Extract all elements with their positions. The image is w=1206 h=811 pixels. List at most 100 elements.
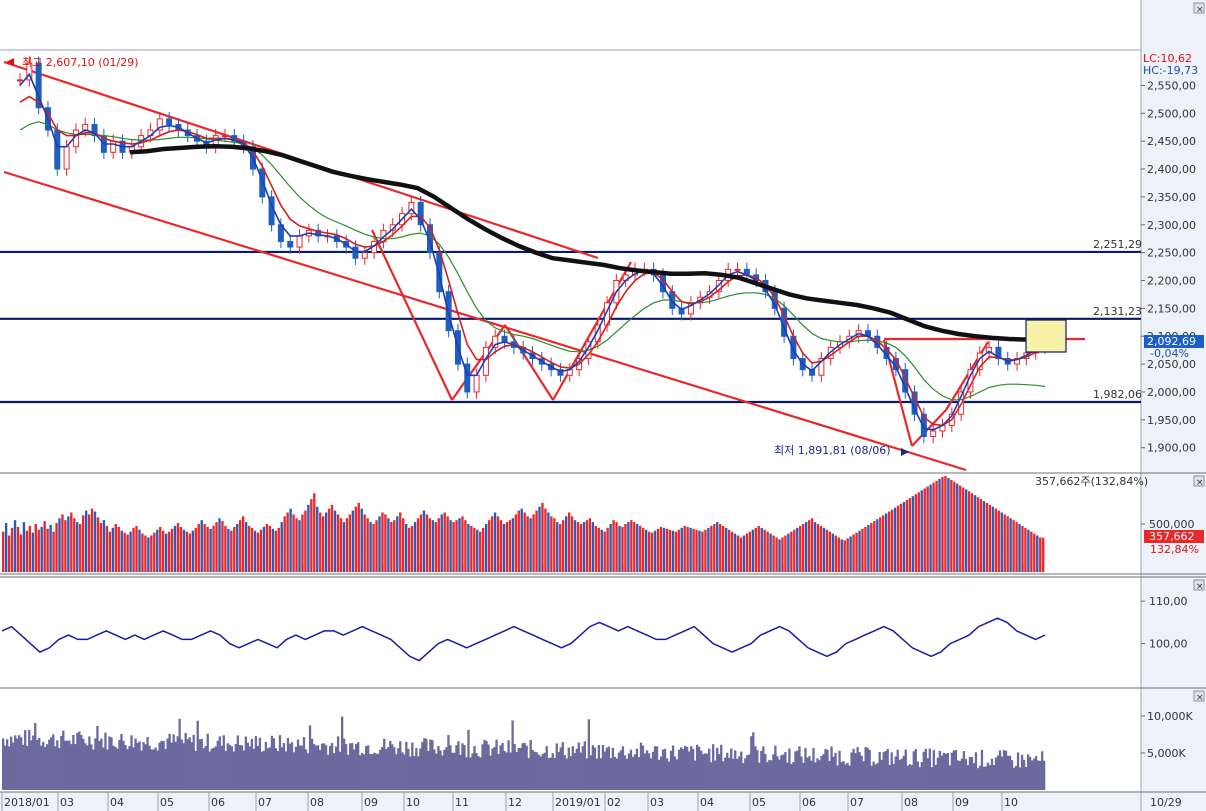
volume-bar — [976, 497, 980, 572]
volume2-bar — [752, 732, 755, 790]
x-tick-label: 07 — [258, 796, 272, 809]
price-tick-label: 2,350,00 — [1147, 191, 1196, 204]
candle-body — [920, 413, 927, 438]
close-panel-button[interactable]: × — [1193, 2, 1205, 15]
volume2-bar — [274, 748, 278, 790]
volume-bar — [484, 524, 488, 572]
volume-bar — [840, 539, 843, 572]
candle-body — [54, 129, 61, 170]
volume-bar — [876, 519, 879, 572]
volume2-bar — [553, 758, 556, 790]
high-arrow-icon — [6, 58, 14, 66]
volume-bar — [34, 524, 37, 572]
volume2-bar — [106, 749, 109, 790]
volume2-bar — [447, 734, 450, 790]
volume-panel-button[interactable]: × — [1193, 475, 1205, 488]
indicator-panel-button[interactable]: × — [1193, 579, 1205, 592]
volume2-panel-button[interactable]: × — [1193, 690, 1205, 703]
volume-bar — [55, 523, 58, 572]
x-axis-panel — [0, 792, 1206, 811]
volume2-bar — [595, 758, 599, 790]
volume-bar — [431, 520, 435, 572]
volume2-bar — [924, 748, 927, 790]
volume2-bar — [256, 745, 260, 790]
volume-bar — [176, 523, 180, 572]
volume-bar — [550, 516, 553, 572]
volume2-bar — [1022, 759, 1026, 790]
volume2-bar — [920, 762, 923, 790]
volume2-bar — [14, 735, 17, 790]
volume2-bar — [800, 756, 803, 790]
volume-bar — [440, 514, 443, 572]
volume-bar — [600, 529, 603, 572]
candle-body — [501, 335, 508, 343]
volume-bar — [82, 515, 85, 572]
volume2-bar — [465, 757, 468, 790]
volume-bar — [1036, 535, 1039, 572]
volume2-bar — [439, 750, 442, 790]
volume2-bar — [302, 737, 306, 790]
volume-bar — [677, 529, 680, 572]
volume2-bar — [385, 749, 388, 790]
volume-bar — [191, 530, 194, 572]
volume2-bar — [716, 747, 719, 790]
volume-bar — [16, 526, 20, 572]
volume-bar — [369, 522, 372, 572]
volume2-bar — [543, 752, 546, 790]
volume-bar — [185, 531, 189, 572]
volume-bar — [630, 520, 633, 572]
volume2-bar — [517, 747, 520, 790]
volume-bar — [926, 486, 929, 572]
volume2-bar — [627, 753, 631, 790]
volume-bar — [633, 522, 636, 572]
volume2-bar — [964, 759, 968, 790]
candle-body — [352, 246, 359, 259]
volume2-bar — [846, 762, 849, 790]
volume2-bar — [533, 751, 536, 790]
volume2-bar — [681, 748, 685, 790]
volume-bar — [324, 512, 328, 572]
volume2-bar — [351, 743, 354, 790]
volume-bar — [796, 527, 799, 572]
volume2-bar — [1006, 755, 1010, 790]
volume2-bar — [685, 746, 689, 790]
volume-bar — [70, 512, 73, 572]
candle-body — [259, 168, 266, 198]
volume2-bar — [340, 716, 344, 790]
trend-line — [504, 324, 554, 401]
volume-bar — [1018, 524, 1021, 572]
volume2-bar — [136, 742, 139, 790]
volume-bar — [253, 530, 257, 572]
x-tick-label: 03 — [60, 796, 74, 809]
volume-bar — [102, 520, 106, 572]
volume-bar — [449, 520, 452, 572]
volume2-bar — [898, 759, 901, 790]
volume2-bar — [808, 756, 811, 790]
volume2-bar — [928, 748, 931, 790]
volume2-bar — [653, 746, 657, 790]
volume-bar — [236, 524, 239, 572]
volume-bar — [523, 512, 526, 572]
volume2-bar — [471, 753, 474, 790]
volume-bar — [357, 502, 360, 572]
volume-current-pct: 132,84% — [1150, 543, 1199, 556]
volume-bar — [292, 514, 295, 572]
volume2-bar — [112, 745, 115, 790]
volume2-bar — [369, 753, 372, 790]
volume-current-badge — [1144, 530, 1204, 543]
volume2-bar — [451, 752, 454, 790]
volume-bar — [882, 515, 885, 572]
volume-bar — [520, 508, 523, 572]
volume2-bar — [593, 747, 597, 790]
volume2-bar — [966, 765, 970, 790]
volume-bar — [769, 533, 772, 572]
volume-bar — [929, 484, 932, 572]
volume-bar — [538, 506, 541, 572]
volume2-bar — [56, 740, 59, 790]
volume2-bar — [776, 756, 779, 790]
volume2-bar — [348, 743, 352, 790]
volume2-bar — [1016, 752, 1020, 790]
volume-bars: 500,000 — [2, 476, 1195, 572]
volume-bar — [295, 518, 298, 572]
volume-bar — [852, 534, 855, 572]
